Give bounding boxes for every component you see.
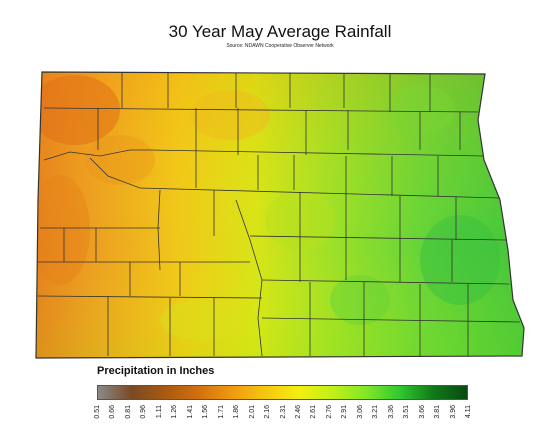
rainfall-surface — [36, 72, 524, 358]
legend-tick-label: 2.31 — [279, 405, 287, 419]
legend-tick-label: 1.11 — [155, 405, 163, 419]
legend-tick-label: 2.46 — [294, 405, 302, 419]
legend-tick-label: 0.66 — [109, 405, 117, 419]
map-title: 30 Year May Average Rainfall — [168, 22, 392, 41]
legend-tick-label: 3.81 — [434, 405, 442, 419]
legend-tick-label: 1.41 — [186, 405, 194, 419]
legend-tick-label: 0.96 — [140, 405, 148, 419]
legend-tick-label: 1.86 — [233, 405, 241, 419]
legend-tick-label: 2.61 — [310, 405, 318, 419]
legend-tick-label: 3.96 — [449, 405, 457, 419]
legend-tick-label: 2.91 — [341, 405, 349, 419]
legend-tick-label: 3.51 — [403, 405, 411, 419]
legend-tick-label: 1.71 — [217, 405, 225, 419]
legend-tick-label: 3.66 — [418, 405, 426, 419]
legend-title: Precipitation in Inches — [97, 365, 215, 377]
map-source-note: Source: NDAWN Cooperative Observer Netwo… — [226, 43, 334, 49]
legend-tick-label: 3.06 — [356, 405, 364, 419]
legend-tick-label: 2.16 — [264, 405, 272, 419]
legend-color-bar — [97, 385, 468, 400]
legend-tick-label: 1.56 — [202, 405, 210, 419]
legend-tick-label: 3.21 — [372, 405, 380, 419]
county-boundaries — [35, 71, 525, 359]
legend-tick-label: 3.36 — [387, 405, 395, 419]
legend-tick-label: 4.11 — [465, 405, 472, 419]
legend-tick-label: 2.01 — [248, 405, 256, 419]
legend-tick-label: 2.76 — [325, 405, 333, 419]
legend-tick-label: 0.51 — [94, 405, 101, 419]
legend-tick-label: 0.81 — [124, 405, 132, 419]
legend-tick-label: 1.26 — [171, 405, 179, 419]
